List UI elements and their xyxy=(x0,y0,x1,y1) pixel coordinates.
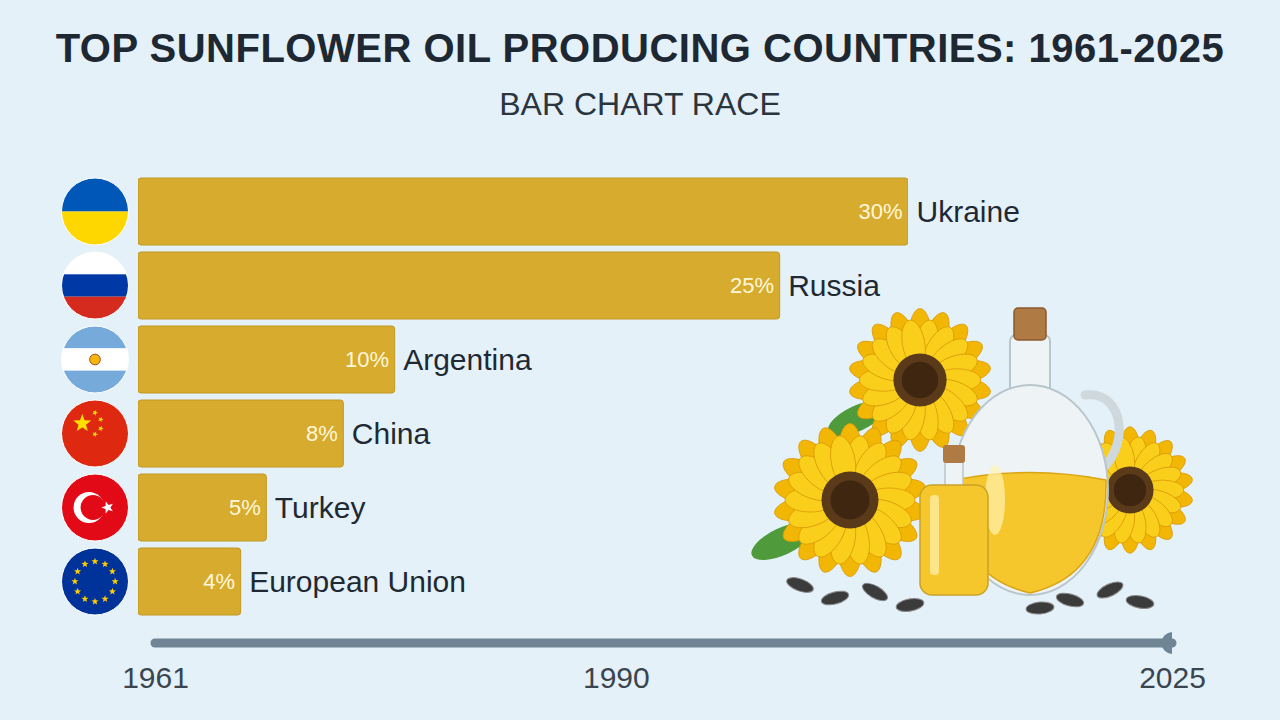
html-text:BAR CHART RACE: BAR CHART RACE xyxy=(499,86,781,122)
svg-text:European Union: European Union xyxy=(249,565,466,598)
svg-text:4%: 4% xyxy=(203,569,235,594)
svg-text:China: China xyxy=(352,417,431,450)
svg-text:30%: 30% xyxy=(858,199,902,224)
svg-text:10%: 10% xyxy=(345,347,389,372)
html-text:TOP SUNFLOWER OIL PRODUCING CO: TOP SUNFLOWER OIL PRODUCING COUNTRIES: 1… xyxy=(55,26,1225,70)
svg-text:Argentina: Argentina xyxy=(403,343,532,376)
svg-text:1961: 1961 xyxy=(122,661,189,694)
svg-text:Turkey: Turkey xyxy=(275,491,366,524)
svg-text:5%: 5% xyxy=(229,495,261,520)
svg-text:2025: 2025 xyxy=(1139,661,1206,694)
svg-text:25%: 25% xyxy=(730,273,774,298)
svg-text:8%: 8% xyxy=(306,421,338,446)
svg-text:Russia: Russia xyxy=(788,269,880,302)
svg-text:Ukraine: Ukraine xyxy=(917,195,1020,228)
svg-text:1990: 1990 xyxy=(583,661,650,694)
